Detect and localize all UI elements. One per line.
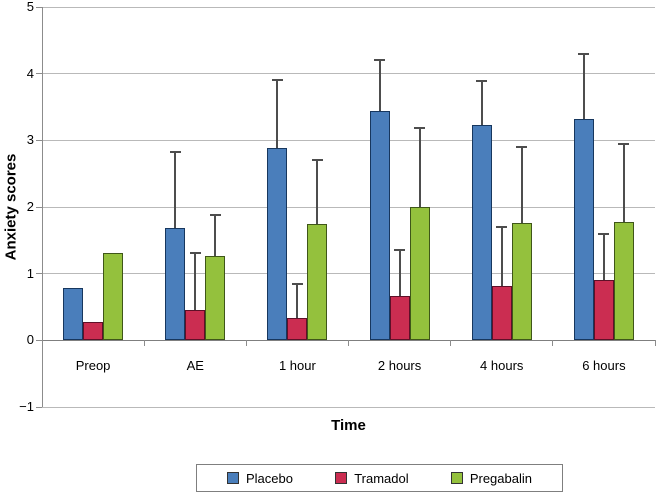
error-bar-placebo-4-hours: [480, 81, 483, 125]
error-bar-cap: [189, 252, 201, 254]
x-axis-tick: [552, 340, 554, 347]
y-axis-tick: [36, 6, 42, 8]
error-bar-pregabalin-4-hours: [520, 147, 523, 223]
y-axis-tick: [36, 73, 42, 75]
category-label-ae: AE: [186, 358, 204, 374]
bar-pregabalin-1-hour: [307, 223, 328, 341]
y-axis-line: [42, 7, 43, 407]
error-bar-placebo-ae: [174, 151, 177, 229]
error-bar-cap: [394, 248, 406, 251]
legend-item-placebo: Placebo: [227, 471, 293, 486]
legend-item-tramadol: Tramadol: [335, 470, 409, 486]
y-tick-label: 1: [26, 265, 34, 281]
x-axis-tick: [450, 340, 452, 347]
category-label-1-hour: 1 hour: [278, 358, 316, 374]
legend-label: Pregabalin: [469, 470, 532, 486]
error-bar-cap: [374, 58, 386, 61]
bar-pregabalin-4-hours: [511, 223, 532, 341]
error-bar-cap: [578, 52, 590, 55]
y-axis-tick: [36, 339, 42, 341]
error-bar-cap: [618, 142, 630, 145]
legend-item-pregabalin: Pregabalin: [450, 470, 532, 486]
gridline: [42, 6, 655, 8]
legend-label: Placebo: [246, 470, 293, 486]
x-axis-tick: [245, 340, 247, 347]
error-bar-tramadol-4-hours: [500, 227, 503, 287]
y-tick-label: 4: [26, 65, 34, 81]
x-axis-tick: [654, 340, 656, 347]
category-label-2-hours: 2 hours: [377, 358, 422, 374]
gridline: [42, 273, 655, 275]
error-bar-tramadol-6-hours: [602, 233, 605, 280]
gridline: [42, 73, 655, 75]
error-bar-placebo-2-hours: [378, 59, 381, 111]
error-bar-cap: [476, 80, 488, 82]
category-label-4-hours: 4 hours: [480, 358, 524, 374]
x-axis-title: Time: [331, 417, 366, 434]
bar-placebo-4-hours: [471, 125, 492, 341]
category-label-preop: Preop: [75, 358, 111, 374]
error-bar-pregabalin-2-hours: [418, 128, 421, 207]
y-axis-tick: [36, 273, 42, 275]
legend-swatch-placebo: [227, 472, 239, 484]
y-tick-label: 3: [26, 132, 34, 148]
bar-tramadol-4-hours: [491, 286, 512, 341]
error-bar-cap: [169, 150, 181, 153]
error-bar-placebo-6-hours: [582, 53, 585, 119]
y-tick-label: 0: [26, 332, 34, 348]
y-axis-tick: [36, 406, 42, 408]
y-tick-label: 5: [26, 0, 34, 14]
bar-placebo-6-hours: [573, 119, 594, 341]
error-bar-cap: [291, 283, 303, 286]
bar-tramadol-1-hour: [287, 317, 308, 341]
bar-placebo-2-hours: [369, 111, 390, 341]
legend-swatch-pregabalin: [450, 472, 463, 484]
legend-swatch-tramadol: [335, 472, 348, 484]
error-bar-placebo-1-hour: [276, 80, 279, 149]
bar-tramadol-2-hours: [389, 296, 410, 341]
error-bar-pregabalin-6-hours: [622, 143, 625, 222]
bar-placebo-preop: [63, 287, 84, 341]
error-bar-cap: [311, 159, 323, 162]
bar-pregabalin-preop: [103, 253, 124, 341]
error-bar-cap: [271, 79, 283, 82]
error-bar-cap: [414, 127, 426, 130]
bar-tramadol-ae: [185, 309, 206, 341]
bar-pregabalin-ae: [205, 256, 226, 341]
bar-pregabalin-6-hours: [613, 221, 634, 341]
y-axis-tick: [36, 206, 42, 208]
x-axis-tick: [348, 340, 349, 347]
gridline: [42, 139, 655, 141]
bar-pregabalin-2-hours: [409, 207, 430, 341]
error-bar-tramadol-ae: [194, 253, 197, 310]
error-bar-tramadol-2-hours: [398, 249, 401, 297]
error-bar-tramadol-1-hour: [296, 284, 299, 318]
bar-tramadol-preop: [83, 322, 104, 341]
error-bar-cap: [496, 226, 508, 228]
error-bar-pregabalin-ae: [214, 215, 217, 257]
error-bar-cap: [598, 232, 610, 235]
legend: Placebo Tramadol Pregabalin: [196, 464, 563, 492]
y-tick-label: −1: [19, 399, 34, 414]
error-bar-cap: [209, 214, 221, 216]
bar-placebo-ae: [165, 228, 186, 341]
error-bar-cap: [516, 146, 528, 148]
bar-placebo-1-hour: [267, 148, 288, 341]
bar-tramadol-6-hours: [593, 279, 614, 341]
error-bar-pregabalin-1-hour: [316, 160, 319, 224]
y-axis-tick: [36, 139, 42, 141]
plot-area: 5 4 3 2 1 0 −1 Preop AE 1 hour 2 hours 4 hours 6 hou…: [19, 0, 656, 414]
y-tick-label: 2: [26, 199, 34, 214]
x-axis-tick: [143, 340, 145, 347]
gridline: [42, 206, 655, 208]
legend-label: Tramadol: [354, 470, 409, 486]
gridline: [42, 406, 655, 408]
category-label-6-hours: 6 hours: [582, 358, 626, 374]
